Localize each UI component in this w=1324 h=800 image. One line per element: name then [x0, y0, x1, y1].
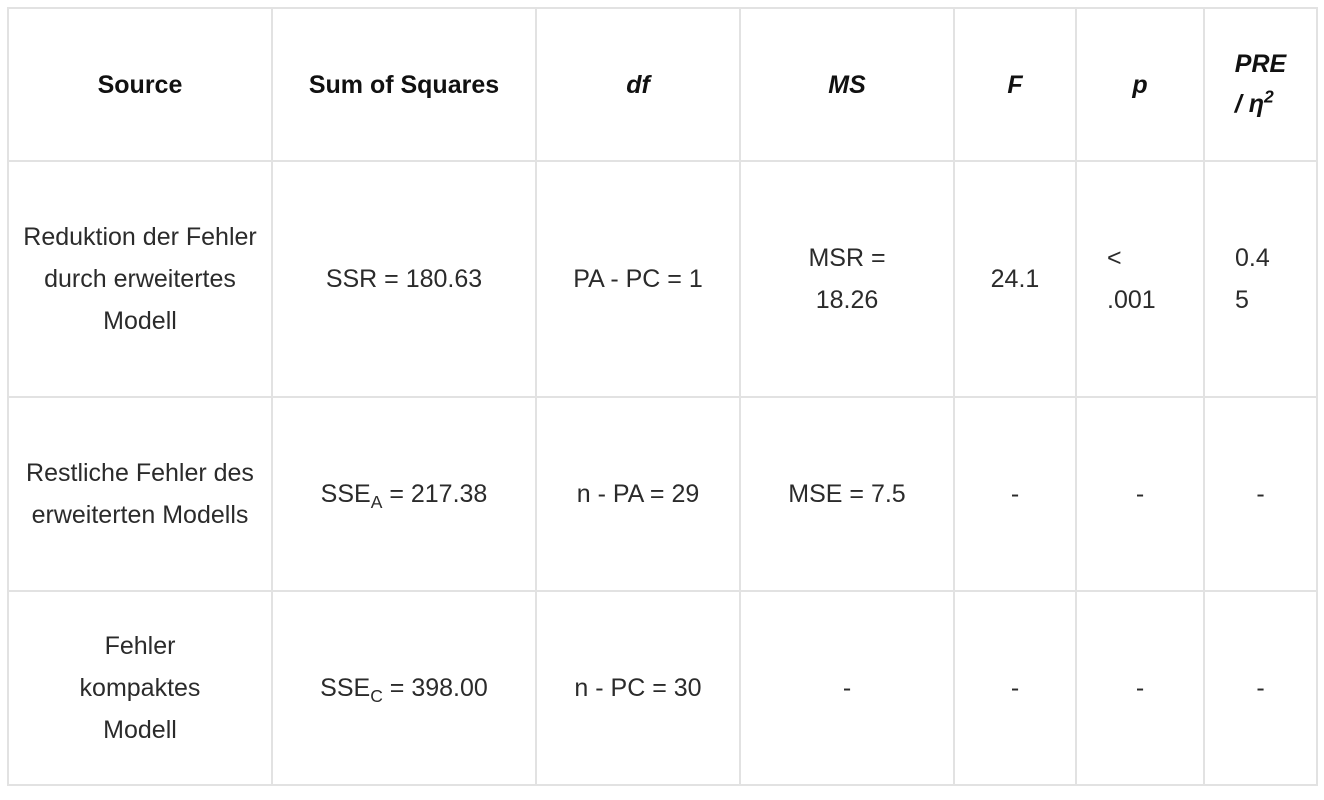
cell-p: - [1075, 396, 1205, 592]
cell-ms: - [739, 590, 955, 786]
cell-source: Fehler kompaktes Modell [7, 590, 273, 786]
cell-ss-symbol: SSE [320, 674, 371, 702]
cell-pre-text: 0.45 [1235, 244, 1270, 314]
cell-ss-symbol: SSE [320, 480, 371, 508]
header-f: F [953, 7, 1077, 162]
cell-source: Restliche Fehler des erweiterten Modells [7, 396, 273, 592]
header-pre-label: PRE [1234, 50, 1287, 78]
cell-pre: - [1203, 590, 1318, 786]
header-eta-exponent: 2 [1263, 86, 1274, 107]
table-row: Reduktion der Fehler durch erweitertes M… [7, 160, 1318, 398]
header-row: Source Sum of Squares df MS F p PRE / η2 [7, 7, 1318, 162]
header-ms: MS [739, 7, 955, 162]
cell-ss-value: = 217.38 [382, 480, 488, 508]
header-source: Source [7, 7, 273, 162]
cell-p-text: < .001 [1107, 244, 1156, 314]
anova-table: Source Sum of Squares df MS F p PRE / η2… [7, 7, 1318, 786]
cell-pre: 0.45 [1203, 160, 1318, 398]
cell-p: - [1075, 590, 1205, 786]
table-row: Restliche Fehler des erweiterten Modells… [7, 396, 1318, 592]
cell-f: - [953, 396, 1077, 592]
cell-f: 24.1 [953, 160, 1077, 398]
cell-p: < .001 [1075, 160, 1205, 398]
cell-df: PA - PC = 1 [535, 160, 741, 398]
cell-ss-value: = 398.00 [382, 674, 488, 702]
cell-ss-subscript: A [370, 492, 383, 513]
table-row: Fehler kompaktes Modell SSEC = 398.00 n … [7, 590, 1318, 786]
cell-sum-of-squares: SSEC = 398.00 [271, 590, 537, 786]
cell-f: - [953, 590, 1077, 786]
cell-source: Reduktion der Fehler durch erweitertes M… [7, 160, 273, 398]
cell-ms: MSE = 7.5 [739, 396, 955, 592]
cell-df: n - PC = 30 [535, 590, 741, 786]
header-df: df [535, 7, 741, 162]
cell-sum-of-squares: SSR = 180.63 [271, 160, 537, 398]
cell-sum-of-squares: SSEA = 217.38 [271, 396, 537, 592]
header-pre-eta-squared: PRE / η2 [1203, 7, 1318, 162]
header-eta-label: / η [1234, 90, 1264, 118]
cell-ms: MSR = 18.26 [739, 160, 955, 398]
header-sum-of-squares: Sum of Squares [271, 7, 537, 162]
cell-ms-text: MSR = 18.26 [808, 244, 886, 314]
cell-ss-subscript: C [370, 686, 383, 707]
cell-pre: - [1203, 396, 1318, 592]
header-p: p [1075, 7, 1205, 162]
cell-df: n - PA = 29 [535, 396, 741, 592]
cell-source-text: Fehler kompaktes Modell [79, 632, 201, 744]
